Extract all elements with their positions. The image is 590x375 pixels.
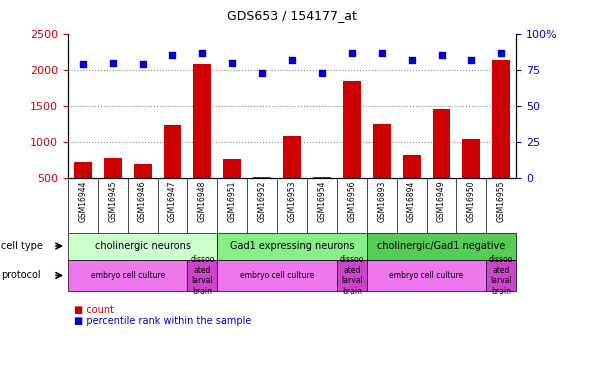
Text: embryo cell culture: embryo cell culture bbox=[240, 271, 314, 280]
Bar bbox=[463, 139, 480, 214]
Text: GSM16953: GSM16953 bbox=[287, 181, 297, 222]
Text: GSM16951: GSM16951 bbox=[228, 181, 237, 222]
Text: GSM16945: GSM16945 bbox=[108, 181, 117, 222]
Text: protocol: protocol bbox=[1, 270, 41, 280]
Point bbox=[138, 61, 148, 67]
Bar bbox=[194, 64, 211, 214]
Bar bbox=[343, 81, 361, 214]
Text: GSM16944: GSM16944 bbox=[78, 181, 87, 222]
Text: cell type: cell type bbox=[1, 241, 43, 251]
Bar bbox=[373, 124, 391, 214]
Point bbox=[377, 50, 386, 55]
Bar bbox=[402, 155, 421, 214]
Text: embryo cell culture: embryo cell culture bbox=[389, 271, 464, 280]
Bar bbox=[492, 60, 510, 214]
Text: GDS653 / 154177_at: GDS653 / 154177_at bbox=[227, 9, 357, 22]
Text: GSM16946: GSM16946 bbox=[138, 181, 147, 222]
Text: GSM16954: GSM16954 bbox=[317, 181, 326, 222]
Text: ■ percentile rank within the sample: ■ percentile rank within the sample bbox=[74, 316, 251, 326]
Point bbox=[228, 60, 237, 66]
Text: Gad1 expressing neurons: Gad1 expressing neurons bbox=[230, 241, 355, 251]
Bar bbox=[74, 162, 92, 214]
Point bbox=[257, 70, 267, 76]
Text: dissoo
ated
larval
brain: dissoo ated larval brain bbox=[340, 255, 364, 296]
Text: GSM16949: GSM16949 bbox=[437, 181, 446, 222]
Text: GSM16893: GSM16893 bbox=[377, 181, 386, 222]
Bar bbox=[133, 164, 152, 214]
Text: dissoo
ated
larval
brain: dissoo ated larval brain bbox=[190, 255, 215, 296]
Text: cholinergic neurons: cholinergic neurons bbox=[94, 241, 191, 251]
Point bbox=[347, 50, 356, 55]
Bar bbox=[283, 136, 301, 214]
Point bbox=[497, 50, 506, 55]
Bar bbox=[223, 159, 241, 214]
Text: cholinergic/Gad1 negative: cholinergic/Gad1 negative bbox=[378, 241, 506, 251]
Point bbox=[168, 53, 177, 58]
Point bbox=[407, 57, 417, 63]
Point bbox=[287, 57, 297, 63]
Point bbox=[467, 57, 476, 63]
Point bbox=[198, 50, 207, 55]
Point bbox=[78, 61, 87, 67]
Text: embryo cell culture: embryo cell culture bbox=[90, 271, 165, 280]
Text: GSM16956: GSM16956 bbox=[348, 181, 356, 222]
Text: GSM16948: GSM16948 bbox=[198, 181, 207, 222]
Text: GSM16952: GSM16952 bbox=[258, 181, 267, 222]
Text: GSM16894: GSM16894 bbox=[407, 181, 416, 222]
Bar bbox=[163, 125, 182, 214]
Text: GSM16955: GSM16955 bbox=[497, 181, 506, 222]
Text: ■ count: ■ count bbox=[74, 305, 114, 315]
Text: dissoo
ated
larval
brain: dissoo ated larval brain bbox=[489, 255, 513, 296]
Text: GSM16950: GSM16950 bbox=[467, 181, 476, 222]
Bar bbox=[432, 109, 451, 214]
Point bbox=[108, 60, 117, 66]
Bar bbox=[104, 158, 122, 214]
Bar bbox=[253, 177, 271, 214]
Text: GSM16947: GSM16947 bbox=[168, 181, 177, 222]
Point bbox=[317, 70, 327, 76]
Bar bbox=[313, 177, 331, 214]
Point bbox=[437, 53, 446, 58]
